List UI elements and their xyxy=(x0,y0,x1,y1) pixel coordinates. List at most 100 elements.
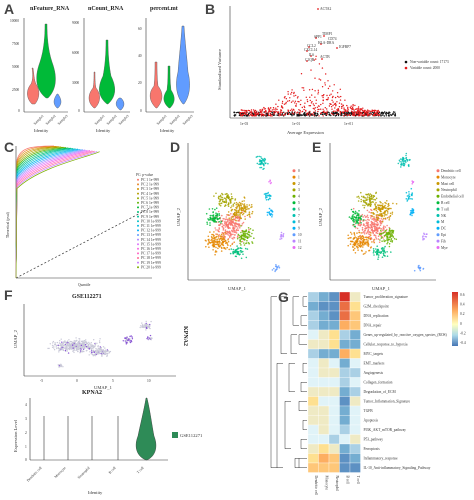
b-point-variable xyxy=(265,115,267,117)
f-umap-point xyxy=(144,323,146,325)
umap-point xyxy=(217,218,220,220)
umap-point xyxy=(356,240,358,243)
b-point-variable xyxy=(322,99,324,102)
f-umap-point xyxy=(99,346,102,348)
b-point-variable xyxy=(296,112,298,114)
g-scale-tick: 0.4 xyxy=(460,303,465,307)
b-point-variable xyxy=(327,87,330,90)
f-umap-point xyxy=(56,344,58,347)
f-umap-point xyxy=(65,343,68,345)
umap-point xyxy=(367,223,369,226)
g-heat-cell xyxy=(318,329,330,340)
panel-a: A nFeature_RNA 10000 7500 5000 2500 0 Sa… xyxy=(4,1,194,133)
g-dendro-branch xyxy=(298,334,307,345)
violin-title-percentmt: percent.mt xyxy=(150,6,178,12)
umap-point xyxy=(379,204,382,207)
umap-point xyxy=(390,232,393,234)
f-violin-group-label: T cell xyxy=(136,466,145,475)
b-point-variable xyxy=(248,110,251,112)
b-point-variable xyxy=(367,112,369,114)
umap-point xyxy=(391,213,394,215)
umap-point xyxy=(215,235,218,238)
umap-point xyxy=(409,213,412,216)
c-legend-entry: PC 4 1e-999 xyxy=(141,192,159,196)
g-heat-cell xyxy=(318,386,330,397)
umap-point xyxy=(406,195,409,197)
b-point-variable xyxy=(350,105,352,107)
d-legend-dot xyxy=(292,169,296,173)
b-point-variable xyxy=(272,107,275,109)
b-legend-dot-nonvariable xyxy=(404,60,408,64)
umap-point xyxy=(360,222,362,224)
umap-point xyxy=(398,159,401,162)
umap-point xyxy=(376,224,379,227)
b-point-variable xyxy=(352,111,354,113)
b-point-variable xyxy=(264,108,267,110)
b-point-variable xyxy=(352,105,354,107)
umap-point xyxy=(388,243,391,245)
g-heat-cell xyxy=(318,453,330,464)
f-umap-point xyxy=(83,347,85,349)
umap-point xyxy=(386,210,389,213)
umap-point xyxy=(366,209,369,212)
umap-point xyxy=(237,252,240,255)
umap-point xyxy=(369,223,372,226)
b-point-nonvariable xyxy=(394,115,396,117)
f-xtick-3: 10 xyxy=(147,379,151,383)
umap-point xyxy=(367,225,370,227)
umap-point xyxy=(368,226,371,229)
umap-point xyxy=(384,240,387,242)
f-umap-point xyxy=(70,348,73,350)
umap-point xyxy=(205,212,208,215)
umap-point xyxy=(224,231,227,234)
f-umap-point xyxy=(106,350,108,352)
g-heat-cell xyxy=(339,301,351,312)
b-point-variable xyxy=(326,113,328,116)
e-legend-dot xyxy=(436,239,440,243)
v2-tick-2: 3000 xyxy=(72,81,79,85)
b-point-nonvariable xyxy=(315,113,317,115)
umap-point xyxy=(236,245,238,247)
umap-point xyxy=(351,215,354,217)
umap-point xyxy=(352,223,355,226)
umap-point xyxy=(231,195,233,198)
umap-point xyxy=(238,206,241,208)
c-legend-dot xyxy=(137,238,139,241)
umap-point xyxy=(242,253,244,255)
g-heat-cell xyxy=(349,377,361,388)
b-point-variable xyxy=(371,109,373,111)
b-point-variable xyxy=(291,89,293,91)
b-point-variable xyxy=(330,106,333,108)
f-umap-point xyxy=(58,366,60,368)
g-heat-cell xyxy=(328,462,340,473)
b-point-variable xyxy=(330,112,333,115)
umap-point xyxy=(232,252,234,255)
b-point-variable xyxy=(318,63,321,65)
f-umap-point xyxy=(82,340,84,342)
umap-point xyxy=(258,160,261,163)
b-point-variable xyxy=(239,112,242,114)
umap-point xyxy=(209,214,212,217)
f-umap-point xyxy=(70,344,73,346)
f-umap-point xyxy=(90,342,93,344)
umap-point xyxy=(349,243,352,245)
f-umap-point xyxy=(147,338,150,340)
f-umap-point xyxy=(66,348,68,350)
umap-point xyxy=(371,218,374,221)
umap-point xyxy=(240,205,242,207)
b-point-variable xyxy=(357,107,359,110)
f-umap-point xyxy=(80,340,83,343)
umap-point xyxy=(241,200,244,203)
b-point-variable xyxy=(280,114,282,116)
b-point-variable xyxy=(325,73,327,75)
b-point-nonvariable xyxy=(381,111,383,114)
umap-point xyxy=(366,224,368,227)
umap-point xyxy=(269,197,271,200)
umap-point xyxy=(227,226,229,228)
b-point-variable xyxy=(283,103,286,105)
g-col-label: B cell xyxy=(345,476,349,484)
umap-point xyxy=(364,216,367,218)
g-heat-cell xyxy=(339,291,351,302)
g-heat-cell xyxy=(339,358,351,369)
umap-point xyxy=(251,232,253,235)
